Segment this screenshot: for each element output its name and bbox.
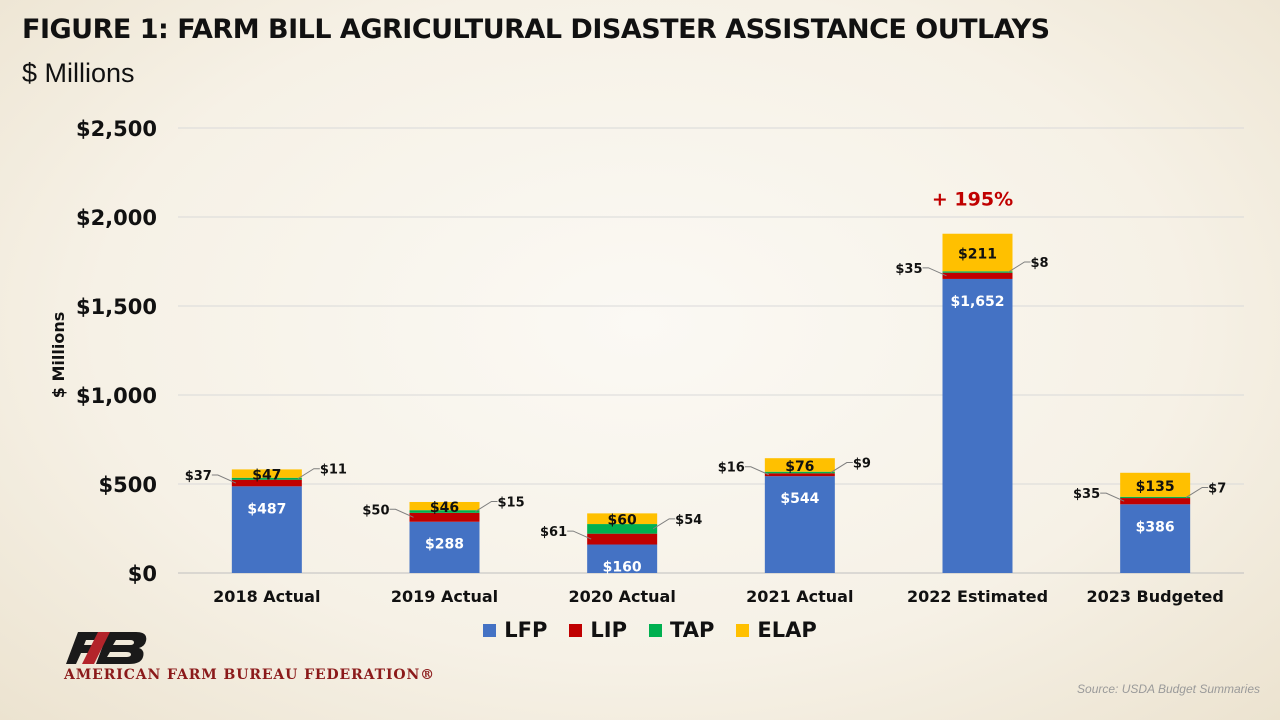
data-label-lip: $16 bbox=[718, 461, 745, 476]
data-label-lfp: $386 bbox=[1136, 519, 1175, 535]
y-tick-label: $1,000 bbox=[76, 384, 157, 408]
data-label-lfp: $288 bbox=[425, 537, 464, 553]
legend-item-tap: TAP bbox=[649, 618, 714, 642]
x-tick-label: 2020 Actual bbox=[569, 587, 676, 606]
data-label-lip: $37 bbox=[185, 469, 212, 484]
data-label-tap: $54 bbox=[675, 513, 702, 528]
data-label-lip-leader bbox=[744, 466, 770, 476]
bar-tap-4 bbox=[942, 271, 1013, 273]
data-label-lip: $35 bbox=[895, 262, 922, 277]
chart-legend: LFP LIP TAP ELAP bbox=[0, 618, 1280, 642]
data-label-lfp: $544 bbox=[780, 491, 819, 507]
y-tick-label: $1,500 bbox=[76, 295, 157, 319]
data-label-elap: $46 bbox=[430, 500, 459, 516]
legend-item-lfp: LFP bbox=[483, 618, 547, 642]
y-axis-title: $ Millions bbox=[49, 312, 68, 398]
x-tick-label: 2019 Actual bbox=[391, 587, 498, 606]
y-tick-label: $2,000 bbox=[76, 206, 157, 230]
legend-label-tap: TAP bbox=[670, 618, 715, 642]
bar-elap-2 bbox=[587, 513, 658, 525]
legend-label-lfp: LFP bbox=[504, 618, 548, 642]
bar-tap-1 bbox=[409, 510, 480, 513]
data-label-tap: $11 bbox=[320, 463, 347, 478]
legend-swatch-tap bbox=[649, 623, 662, 637]
data-label-tap: $9 bbox=[853, 457, 871, 472]
bar-lip-0 bbox=[231, 479, 302, 487]
data-label-tap: $8 bbox=[1031, 256, 1049, 271]
x-tick-label: 2018 Actual bbox=[213, 587, 320, 606]
growth-annotation: + 195% bbox=[932, 189, 1013, 211]
data-label-tap-leader bbox=[1185, 486, 1209, 498]
x-tick-label: 2021 Actual bbox=[746, 587, 853, 606]
bar-tap-5 bbox=[1120, 496, 1191, 499]
bar-elap-1 bbox=[409, 501, 480, 511]
data-label-lip-leader bbox=[922, 267, 947, 277]
bar-lfp-5 bbox=[1120, 504, 1191, 573]
bar-lfp-1 bbox=[409, 521, 480, 573]
bar-elap-5 bbox=[1120, 472, 1191, 497]
bar-lfp-3 bbox=[764, 476, 835, 573]
data-label-tap-leader bbox=[475, 501, 498, 512]
legend-swatch-lfp bbox=[483, 623, 497, 637]
data-label-tap-leader bbox=[830, 462, 853, 473]
chart-subtitle: $ Millions bbox=[22, 58, 135, 88]
bar-lip-3 bbox=[764, 473, 835, 477]
bar-lip-2 bbox=[587, 533, 658, 545]
bar-lfp-0 bbox=[231, 486, 302, 573]
legend-label-elap: ELAP bbox=[757, 618, 817, 642]
bar-tap-0 bbox=[231, 477, 302, 480]
bar-lip-5 bbox=[1120, 498, 1191, 505]
data-label-elap: $76 bbox=[785, 459, 814, 475]
data-label-lip: $61 bbox=[540, 525, 567, 540]
fb-logo-icon bbox=[66, 632, 147, 664]
bar-elap-3 bbox=[764, 458, 835, 472]
data-label-tap-leader bbox=[297, 468, 320, 480]
source-note: Source: USDA Budget Summaries bbox=[1077, 682, 1260, 696]
data-label-lip: $50 bbox=[362, 503, 389, 518]
y-tick-label: $2,500 bbox=[76, 117, 157, 141]
x-tick-label: 2023 Budgeted bbox=[1086, 587, 1223, 606]
data-label-lip-leader bbox=[211, 474, 237, 484]
bar-elap-0 bbox=[231, 469, 302, 478]
bar-tap-3 bbox=[764, 471, 835, 474]
bar-lip-1 bbox=[409, 512, 480, 522]
bar-lip-4 bbox=[942, 272, 1013, 279]
y-tick-label: $500 bbox=[99, 473, 157, 497]
data-label-lip: $35 bbox=[1073, 487, 1100, 502]
legend-swatch-elap bbox=[736, 623, 750, 637]
data-label-tap-leader bbox=[1008, 261, 1031, 273]
data-label-elap: $211 bbox=[958, 247, 997, 263]
data-label-tap: $15 bbox=[498, 496, 525, 511]
legend-item-elap: ELAP bbox=[736, 618, 817, 642]
bar-lfp-4 bbox=[942, 278, 1013, 573]
legend-label-lip: LIP bbox=[590, 618, 627, 642]
data-label-elap: $47 bbox=[252, 468, 281, 484]
data-label-lip-leader bbox=[1100, 492, 1125, 502]
organization-name: AMERICAN FARM BUREAU FEDERATION® bbox=[64, 667, 436, 683]
x-tick-label: 2022 Estimated bbox=[907, 587, 1048, 606]
data-label-lip-leader bbox=[567, 530, 592, 540]
y-tick-label: $0 bbox=[128, 562, 157, 586]
data-label-tap: $7 bbox=[1208, 481, 1226, 496]
data-label-elap: $60 bbox=[608, 513, 637, 529]
data-label-lfp: $160 bbox=[603, 560, 642, 576]
bar-elap-4 bbox=[942, 233, 1013, 272]
data-label-lfp: $1,652 bbox=[950, 294, 1004, 310]
data-label-lfp: $487 bbox=[247, 501, 286, 517]
chart-title: FIGURE 1: FARM BILL AGRICULTURAL DISASTE… bbox=[22, 14, 1050, 45]
legend-swatch-lip bbox=[569, 623, 583, 637]
bar-tap-2 bbox=[587, 524, 658, 534]
legend-item-lip: LIP bbox=[569, 618, 627, 642]
data-label-elap: $135 bbox=[1136, 479, 1175, 495]
data-label-lip-leader bbox=[389, 508, 414, 518]
data-label-tap-leader bbox=[652, 518, 676, 530]
bar-lfp-2 bbox=[587, 544, 658, 573]
